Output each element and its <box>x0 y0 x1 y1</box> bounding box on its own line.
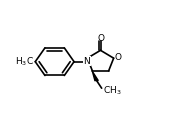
Text: H$_3$C: H$_3$C <box>15 55 34 68</box>
Text: O: O <box>114 53 121 62</box>
Text: N: N <box>83 57 90 66</box>
Polygon shape <box>92 71 98 81</box>
Text: CH$_3$: CH$_3$ <box>103 85 121 97</box>
Text: O: O <box>97 34 104 43</box>
